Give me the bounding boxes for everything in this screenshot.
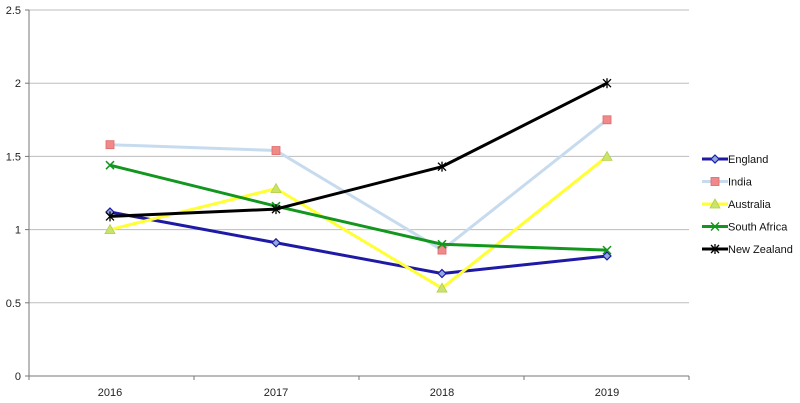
marker-new-zealand	[437, 161, 447, 172]
marker-england	[437, 268, 447, 279]
series-group	[104, 78, 613, 293]
marker-india	[271, 146, 281, 155]
marker-england	[710, 154, 720, 164]
axes	[25, 9, 690, 380]
marker-new-zealand	[105, 211, 115, 222]
marker-new-zealand	[602, 78, 612, 89]
marker-stroke	[710, 221, 720, 232]
y-tick-label: 0	[15, 371, 21, 383]
marker-india	[105, 140, 115, 150]
x-axis-ticks: 2016 2017 2018 2019	[98, 387, 619, 399]
series-line-south-africa	[109, 163, 608, 252]
marker-stroke	[602, 245, 612, 255]
legend-item-south-africa: South Africa	[702, 222, 788, 234]
marker-india	[710, 177, 720, 186]
marker-new-zealand	[271, 204, 281, 215]
marker-south-africa	[602, 245, 612, 255]
marker-australia	[601, 150, 613, 161]
marker-england	[602, 251, 612, 261]
y-tick-label: 2	[15, 78, 21, 90]
legend-label: England	[728, 154, 768, 166]
marker-new-zealand	[710, 244, 720, 254]
x-tick-label: 2019	[595, 387, 619, 399]
marker-australia	[436, 282, 448, 293]
legend-label: South Africa	[728, 222, 788, 234]
marker-australia	[104, 223, 116, 235]
y-tick-label: 1.5	[6, 151, 21, 163]
series-india	[105, 115, 612, 255]
marker-stroke	[105, 160, 115, 170]
x-tick-label: 2017	[264, 387, 288, 399]
y-tick-label: 1	[15, 225, 21, 237]
legend-label: Australia	[728, 199, 772, 211]
y-tick-label: 2.5	[6, 5, 21, 17]
series-line-india	[109, 118, 608, 252]
series-australia	[104, 150, 613, 293]
series-england	[105, 207, 612, 279]
marker-england	[271, 237, 281, 248]
series-line-new-zealand	[109, 81, 608, 218]
series-line-england	[109, 210, 608, 276]
legend-item-india: India	[702, 177, 753, 189]
y-axis-ticks: 0 0.5 1 1.5 2 2.5	[6, 5, 21, 383]
legend-item-new-zealand: New Zealand	[702, 244, 793, 256]
legend-item-australia: Australia	[702, 198, 772, 211]
legend: England India Australia South Africa New Zea…	[702, 154, 793, 256]
legend-item-england: England	[702, 154, 768, 166]
x-tick-label: 2016	[98, 387, 122, 399]
marker-south-africa	[710, 221, 720, 232]
marker-south-africa	[105, 160, 115, 170]
marker-stroke	[437, 239, 447, 249]
series-line-australia	[109, 155, 608, 290]
gridlines	[29, 9, 689, 304]
legend-label: New Zealand	[728, 244, 793, 256]
marker-australia	[709, 198, 721, 209]
x-tick-label: 2018	[430, 387, 454, 399]
series-new-zealand	[105, 78, 612, 222]
legend-label: India	[728, 177, 753, 189]
marker-australia	[270, 182, 282, 194]
marker-south-africa	[437, 239, 447, 249]
marker-india	[437, 245, 447, 255]
y-tick-label: 0.5	[6, 298, 21, 310]
marker-india	[602, 115, 612, 125]
